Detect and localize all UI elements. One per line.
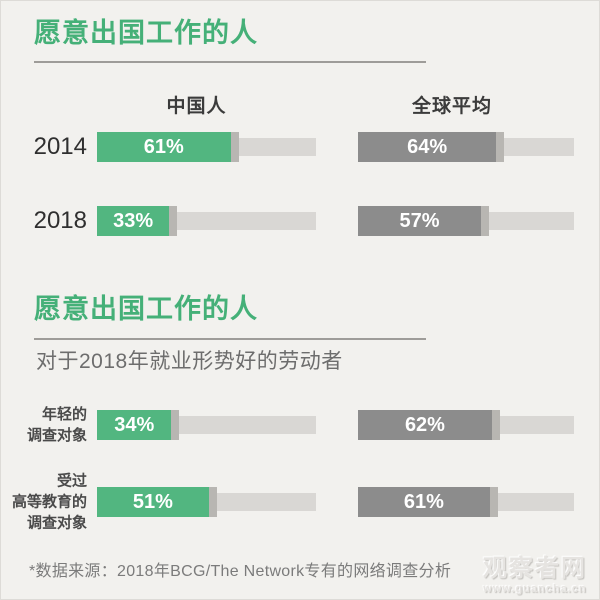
bar-fill: 61% — [97, 132, 231, 162]
watermark: 观察者网 www.guancha.cn — [483, 548, 587, 595]
source-footnote: *数据来源：2018年BCG/The Network专有的网络调查分析 — [29, 563, 452, 580]
bar-fill: 64% — [358, 132, 497, 162]
bar-value-label: 51% — [132, 490, 173, 513]
column-header-global: 全球平均 — [411, 96, 492, 117]
bar-global: 62% — [358, 410, 574, 440]
section-title-2: 愿意出国工作的人 — [34, 294, 258, 324]
bar-fill: 33% — [97, 206, 170, 236]
bar-end-cap — [169, 206, 178, 236]
column-header-china: 中国人 — [166, 96, 227, 117]
bar-fill: 51% — [97, 487, 209, 517]
title-underline-2 — [34, 338, 426, 340]
bar-end-cap — [489, 487, 498, 517]
bar-end-cap — [481, 206, 490, 236]
chart-row: 2018 33% 57% — [1, 206, 599, 236]
row-label: 年轻的 调查对象 — [26, 406, 87, 444]
bar-value-label: 57% — [399, 209, 440, 232]
bar-end-cap — [491, 410, 500, 440]
chart-row: 受过 高等教育的 调查对象 51% 61% — [1, 473, 599, 532]
bar-value-label: 61% — [403, 490, 444, 513]
bar-value-label: 61% — [143, 135, 184, 158]
bar-china: 33% — [97, 206, 316, 236]
bar-value-label: 62% — [404, 413, 445, 436]
bar-china: 34% — [97, 410, 316, 440]
bar-value-label: 64% — [407, 135, 448, 158]
bar-end-cap — [208, 487, 217, 517]
bar-fill: 57% — [358, 206, 482, 236]
bar-global: 64% — [358, 132, 574, 162]
section-title-1: 愿意出国工作的人 — [34, 18, 258, 48]
bar-global: 61% — [358, 487, 574, 517]
bar-global: 57% — [358, 206, 574, 236]
watermark-site-name: 观察者网 — [483, 555, 587, 582]
section-subtitle: 对于2018年就业形势好的劳动者 — [36, 350, 343, 373]
bar-value-label: 34% — [114, 413, 155, 436]
bar-fill: 61% — [358, 487, 490, 517]
chart-row: 2014 61% 64% — [1, 132, 599, 162]
bar-fill: 34% — [97, 410, 172, 440]
row-label: 受过 高等教育的 调查对象 — [11, 472, 87, 532]
title-underline-1 — [34, 61, 426, 63]
bar-end-cap — [230, 132, 239, 162]
bar-value-label: 33% — [113, 209, 154, 232]
chart-row: 年轻的 调查对象 34% 62% — [1, 406, 599, 444]
watermark-site-url: www.guancha.cn — [483, 583, 587, 595]
bar-china: 51% — [97, 487, 316, 517]
row-label: 2014 — [33, 133, 87, 161]
row-label: 2018 — [33, 207, 87, 235]
bar-china: 61% — [97, 132, 316, 162]
bar-end-cap — [171, 410, 180, 440]
bar-end-cap — [496, 132, 505, 162]
bar-fill: 62% — [358, 410, 492, 440]
